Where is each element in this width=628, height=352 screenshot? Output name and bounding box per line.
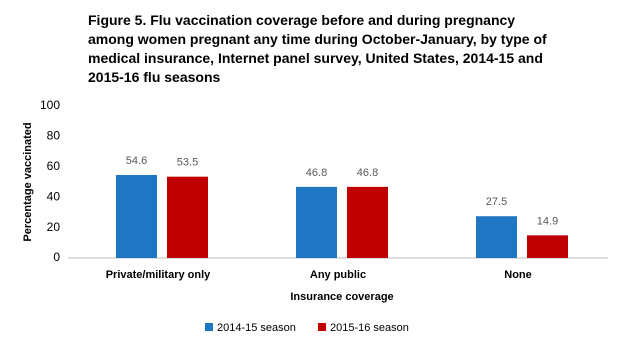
y-tick-label: 80 [47, 129, 61, 143]
bar [527, 235, 568, 258]
x-tick-label: Any public [310, 269, 366, 281]
legend-swatch [318, 323, 326, 331]
x-tick-label: None [504, 269, 532, 281]
y-axis-title: Percentage vaccinated [22, 122, 34, 241]
bar [347, 186, 388, 258]
value-label: 53.5 [177, 157, 198, 169]
y-tick-label: 60 [47, 159, 61, 173]
y-tick-label: 40 [47, 189, 61, 203]
value-label: 46.8 [306, 167, 327, 179]
value-label: 54.6 [126, 155, 147, 167]
x-tick-label: Private/military only [106, 269, 211, 281]
bar [116, 175, 157, 258]
legend-label: 2015-16 season [330, 322, 409, 334]
legend-swatch [205, 323, 213, 331]
legend-label: 2014-15 season [217, 322, 296, 334]
y-tick-label: 0 [53, 250, 60, 264]
value-label: 46.8 [357, 167, 378, 179]
bar [167, 176, 208, 258]
x-axis-title: Insurance coverage [290, 291, 393, 303]
value-label: 27.5 [486, 196, 507, 208]
y-tick-label: 100 [40, 98, 60, 112]
value-label: 14.9 [537, 215, 558, 227]
bar [476, 216, 517, 258]
chart-title: Figure 5. Flu vaccination coverage befor… [88, 12, 547, 85]
bar [296, 186, 337, 258]
y-tick-label: 20 [47, 220, 61, 234]
